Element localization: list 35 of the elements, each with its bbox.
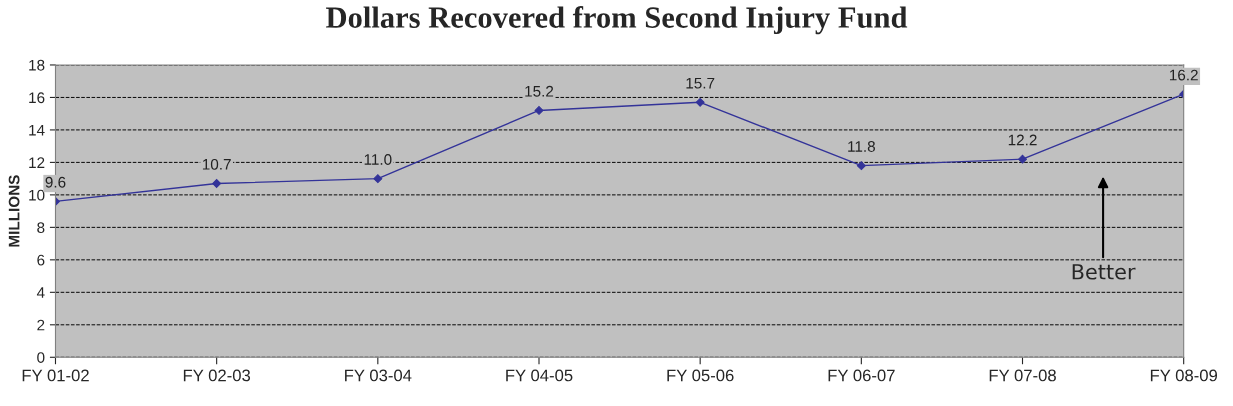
point [1018,154,1027,164]
point [212,179,222,188]
y-axis-title: MILLIONS [8,175,20,247]
x-tick-label: FY 02-03 [183,369,251,382]
y-tick-label: 14 [29,124,45,136]
y-tick-label: 2 [37,319,45,331]
x-tick-label: FY 03-04 [345,369,412,382]
chart-title: Dollars Recovered from Second Injury Fund [326,6,908,35]
y-tick-label: 4 [36,287,45,298]
y-tick-label: 8 [37,222,45,234]
y-tick-label: 0 [37,352,45,363]
data-label: 15.7 [686,77,715,89]
data-label: 10.7 [202,158,231,170]
x-tick-label: FY 04-05 [506,369,573,382]
data-label: 11.8 [848,141,875,152]
data-label: 15.2 [525,85,554,97]
x-tick-label: FY 07-08 [989,369,1056,382]
annotation: Better [1072,264,1136,280]
x-tick-label: FY 05-06 [667,369,734,382]
point [373,174,383,184]
data-label: 16.2 [1169,69,1198,81]
data-label: 12.2 [1008,134,1037,146]
data-label: 11.0 [364,154,392,165]
point [856,161,866,171]
y-tick-label: 6 [37,254,45,266]
point [695,97,705,107]
x-tick-label: FY 08-09 [1150,369,1218,382]
data-label: 9.6 [45,176,66,188]
x-tick-label: FY 06-07 [828,369,895,382]
x-tick-label: FY 01-02 [22,369,89,382]
y-tick-label: 10 [29,189,45,201]
point [534,105,544,115]
y-tick-label: 12 [29,157,45,168]
y-tick-label: 16 [29,92,45,104]
y-tick-label: 18 [29,59,45,71]
